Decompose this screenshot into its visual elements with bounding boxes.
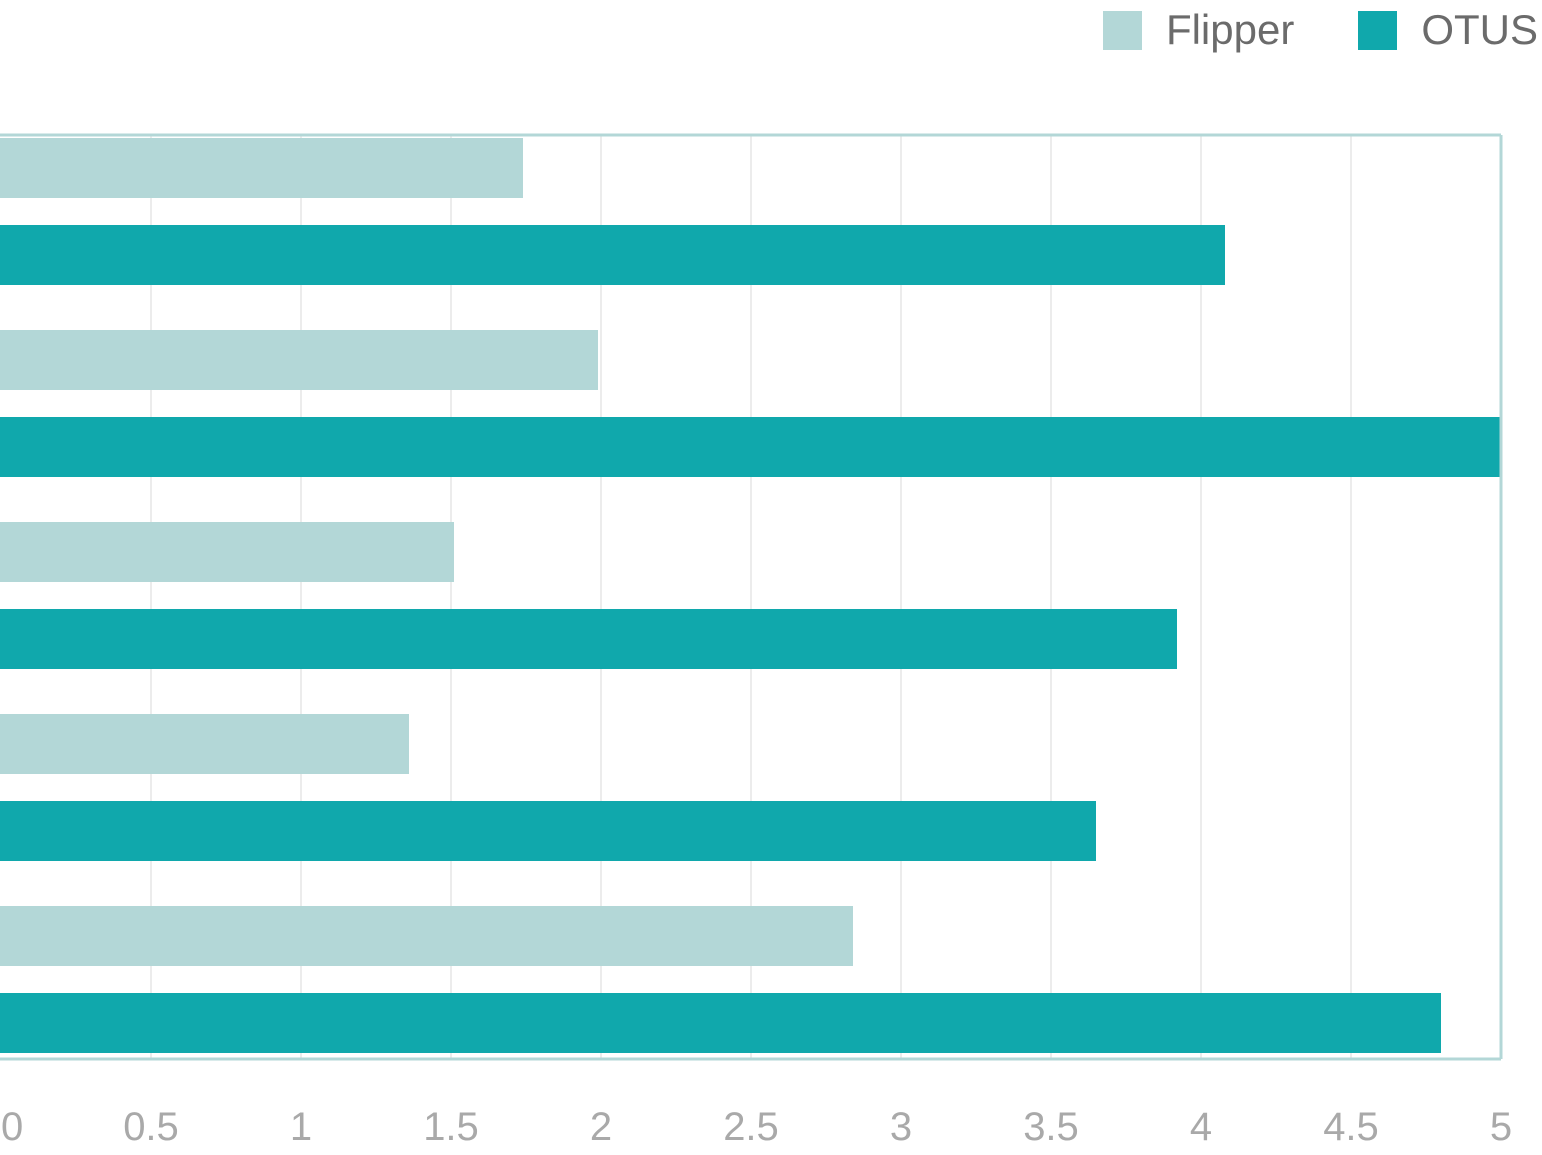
bar-otus-3[interactable] bbox=[0, 609, 1177, 669]
bar-flipper-1[interactable] bbox=[0, 138, 523, 198]
x-tick-label: 4 bbox=[1190, 1105, 1212, 1149]
legend-item-otus[interactable]: OTUS bbox=[1358, 6, 1538, 54]
x-tick-label: 0.5 bbox=[123, 1105, 179, 1149]
bar-otus-4[interactable] bbox=[0, 801, 1096, 861]
x-tick-label: 2.5 bbox=[723, 1105, 779, 1149]
x-tick-label: 0 bbox=[1, 1105, 23, 1149]
bar-flipper-4[interactable] bbox=[0, 714, 409, 774]
x-tick-label: 2 bbox=[590, 1105, 612, 1149]
legend-label-otus: OTUS bbox=[1421, 6, 1538, 53]
bar-otus-1[interactable] bbox=[0, 225, 1225, 285]
x-tick-label: 3.5 bbox=[1023, 1105, 1079, 1149]
tick-labels: 0 0.5 1 1.5 2 2.5 3 3.5 4 4.5 5 bbox=[1, 1105, 1512, 1149]
axis-layer bbox=[0, 133, 1503, 1061]
bar-flipper-2[interactable] bbox=[0, 330, 598, 390]
x-tick-label: 3 bbox=[890, 1105, 912, 1149]
legend: Flipper OTUS bbox=[1102, 6, 1538, 54]
x-tick-label: 4.5 bbox=[1323, 1105, 1379, 1149]
bar-otus-2[interactable] bbox=[0, 417, 1501, 477]
legend-label-flipper: Flipper bbox=[1165, 6, 1295, 53]
legend-item-flipper[interactable]: Flipper bbox=[1102, 6, 1295, 54]
legend-swatch-otus bbox=[1358, 10, 1398, 50]
grid-layer bbox=[150, 135, 1352, 1059]
bar-flipper-5[interactable] bbox=[0, 906, 853, 966]
bar-otus-5[interactable] bbox=[0, 993, 1441, 1053]
x-tick-label: 1 bbox=[290, 1105, 312, 1149]
legend-swatch-flipper bbox=[1102, 10, 1142, 50]
bar-flipper-3[interactable] bbox=[0, 522, 454, 582]
x-tick-label: 1.5 bbox=[423, 1105, 479, 1149]
bars-layer bbox=[0, 138, 1501, 1053]
x-tick-label: 5 bbox=[1490, 1105, 1512, 1149]
